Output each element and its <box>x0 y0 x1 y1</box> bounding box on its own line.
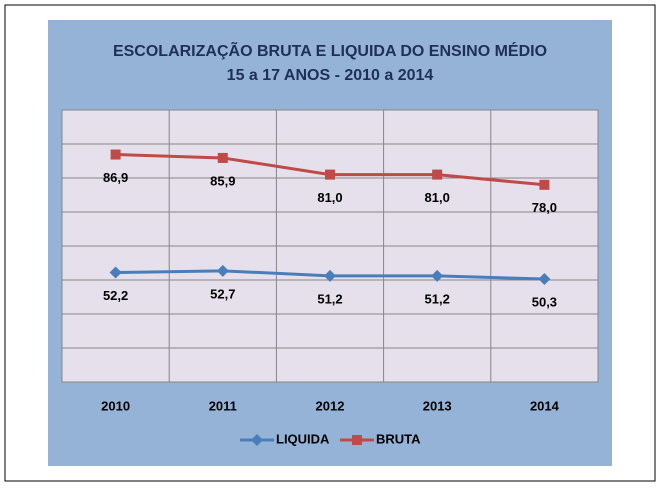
marker <box>325 169 335 180</box>
x-tick-label: 2013 <box>423 398 452 413</box>
marker <box>324 269 336 282</box>
data-label: 52,7 <box>210 286 235 301</box>
data-label: 51,2 <box>317 291 342 306</box>
x-tick-label: 2012 <box>316 398 345 413</box>
legend-marker <box>352 435 362 445</box>
marker <box>110 149 121 160</box>
marker <box>216 264 229 277</box>
data-label: 86,9 <box>103 170 128 185</box>
legend-marker <box>251 434 263 446</box>
chart-subtitle: 15 a 17 ANOS - 2010 a 2014 <box>227 67 434 84</box>
data-label: 81,0 <box>425 190 450 205</box>
marker <box>538 272 551 285</box>
legend-label: BRUTA <box>376 431 421 446</box>
x-tick-label: 2011 <box>209 398 237 413</box>
marker <box>217 152 228 163</box>
data-label: 78,0 <box>532 200 557 215</box>
data-label: 81,0 <box>317 190 342 205</box>
data-label: 51,2 <box>425 291 450 306</box>
data-label: 52,2 <box>103 288 128 303</box>
marker <box>539 179 550 190</box>
marker <box>432 169 443 180</box>
marker <box>109 266 122 279</box>
data-label: 50,3 <box>532 294 557 309</box>
chart-title: ESCOLARIZAÇÃO BRUTA E LIQUIDA DO ENSINO … <box>113 40 547 60</box>
data-label: 85,9 <box>210 173 235 188</box>
x-tick-label: 2014 <box>530 398 560 413</box>
legend-label: LIQUIDA <box>276 431 330 446</box>
marker <box>431 269 444 282</box>
x-tick-label: 2010 <box>101 398 130 413</box>
